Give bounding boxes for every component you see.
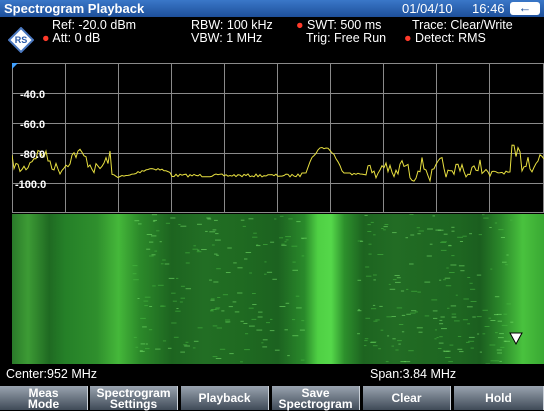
swt-indicator-dot: ●	[296, 18, 304, 32]
attenuation: Att: 0 dB	[52, 31, 100, 45]
rohde-schwarz-logo: RS	[8, 27, 34, 53]
date-display: 01/04/10	[402, 0, 453, 17]
detect-indicator-dot: ●	[404, 31, 412, 45]
sweep-time-row: ● SWT: 500 ms	[296, 18, 381, 32]
title-bar: Spectrogram Playback 01/04/10 16:46 ←	[0, 0, 544, 17]
spectrogram-waterfall[interactable]	[12, 214, 544, 364]
softkey-label: Clear	[391, 391, 421, 405]
trace-mode: Trace: Clear/Write	[412, 18, 513, 32]
y-tick-label: -60.0	[20, 119, 45, 131]
softkey-hold[interactable]: Hold	[454, 386, 544, 410]
spectrum-graticule	[12, 63, 544, 213]
back-arrow-icon: ←	[510, 0, 540, 15]
softkey-label: Playback	[198, 391, 250, 405]
softkey-playback[interactable]: Playback	[181, 386, 269, 410]
trigger: Trig: Free Run	[306, 31, 386, 45]
y-tick-label: -100.0	[15, 179, 46, 191]
spectrogram-image	[12, 214, 544, 364]
y-tick-label: -80.0	[20, 149, 45, 161]
sweep-time: SWT: 500 ms	[307, 18, 381, 32]
vbw: VBW: 1 MHz	[191, 31, 262, 45]
settings-info-bar: RS Ref: -20.0 dBm ● Att: 0 dB RBW: 100 k…	[0, 17, 544, 62]
rbw: RBW: 100 kHz	[191, 18, 273, 32]
spectrum-plot[interactable]	[12, 63, 544, 213]
time-display: 16:46	[472, 0, 505, 17]
softkey-label: Hold	[485, 391, 512, 405]
span-frequency: Span:3.84 MHz	[370, 367, 456, 381]
attenuation-row: ● Att: 0 dB	[42, 31, 100, 45]
detector-row: ● Detect: RMS	[404, 31, 486, 45]
screen-title: Spectrogram Playback	[4, 0, 144, 17]
back-button[interactable]: ←	[510, 2, 540, 15]
softkey-clear[interactable]: Clear	[363, 386, 451, 410]
ref-level: Ref: -20.0 dBm	[52, 18, 136, 32]
center-frequency: Center:952 MHz	[6, 367, 97, 381]
att-indicator-dot: ●	[42, 31, 50, 45]
detector: Detect: RMS	[415, 31, 486, 45]
svg-text:RS: RS	[15, 35, 28, 45]
marker-triangle-icon	[508, 330, 524, 346]
y-tick-label: -40.0	[20, 89, 45, 101]
softkey-label: Settings	[110, 397, 157, 411]
softkey-label: Mode	[28, 397, 59, 411]
softkey-label: Spectrogram	[278, 397, 352, 411]
